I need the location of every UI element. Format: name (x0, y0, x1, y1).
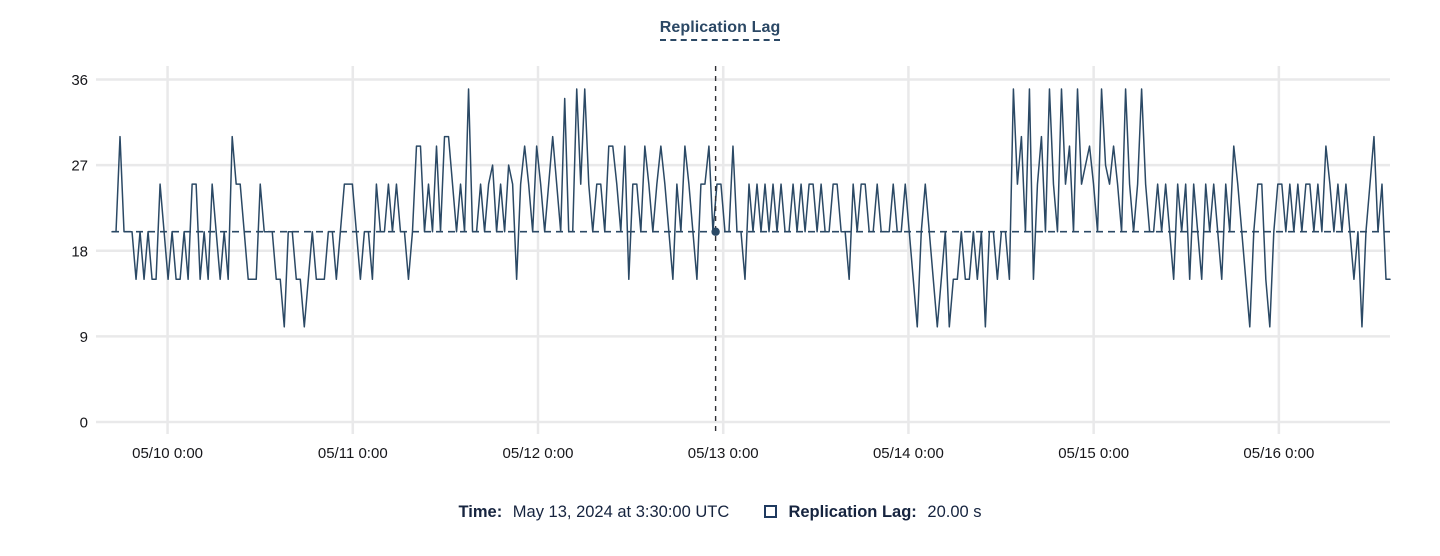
x-tick-label: 05/14 0:00 (873, 445, 944, 462)
y-tick-label: 0 (80, 415, 88, 432)
footer-series-label: Replication Lag: (788, 503, 917, 522)
series-line (111, 88, 1391, 328)
footer-series-value: 20.00 s (927, 503, 982, 522)
x-tick-label: 05/11 0:00 (318, 445, 388, 462)
y-tick-label: 36 (71, 72, 88, 89)
x-tick-label: 05/13 0:00 (688, 445, 759, 462)
x-tick-label: 05/16 0:00 (1243, 445, 1314, 462)
footer-time-value: May 13, 2024 at 3:30:00 UTC (512, 503, 730, 522)
footer-time-label: Time: (458, 503, 503, 522)
chart-footer-tooltip: Time: May 13, 2024 at 3:30:00 UTC Replic… (0, 503, 1440, 522)
x-axis-tick-labels: 05/10 0:00 05/11 0:00 05/12 0:00 05/13 0:00… (132, 445, 1314, 462)
x-tick-label: 05/10 0:00 (132, 445, 203, 462)
series-lines (111, 88, 1391, 328)
cursor-point-marker (711, 227, 720, 236)
footer-time: Time: May 13, 2024 at 3:30:00 UTC (458, 503, 729, 522)
x-tick-label: 05/12 0:00 (503, 445, 574, 462)
chart-title: Replication Lag (0, 19, 1440, 41)
y-tick-label: 9 (80, 329, 88, 346)
legend-swatch-icon (763, 505, 777, 519)
y-tick-label: 27 (71, 158, 88, 175)
footer-series: Replication Lag: 20.00 s (763, 503, 982, 522)
x-tick-label: 05/15 0:00 (1058, 445, 1129, 462)
chart-title-text: Replication Lag (659, 19, 781, 41)
y-tick-label: 18 (71, 243, 88, 260)
y-axis-tick-labels: 0 9 18 27 36 (71, 72, 88, 431)
cursor-crosshair (711, 66, 720, 434)
